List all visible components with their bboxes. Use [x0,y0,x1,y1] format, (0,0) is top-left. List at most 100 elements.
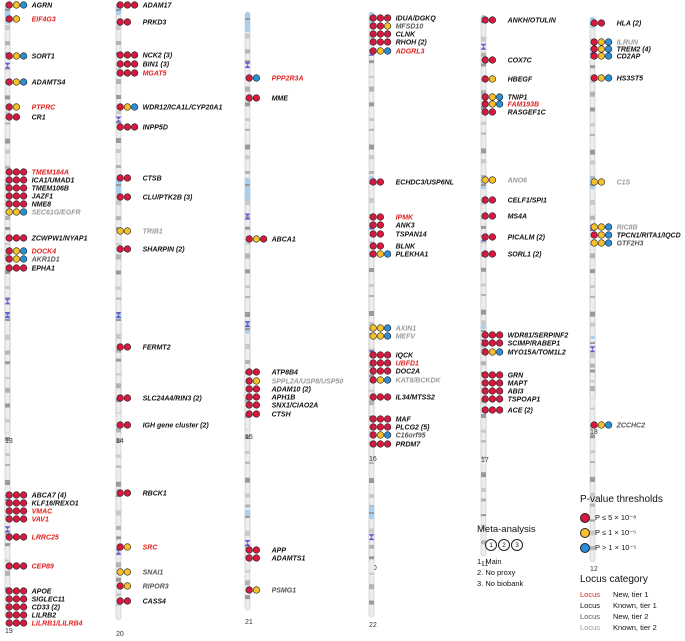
locus: INPP5D [116,123,168,132]
locus: BIN1 (3) [116,60,170,69]
chromosome-band [116,319,121,321]
category-word-2: Locus [580,601,601,610]
chromosome-band [245,269,250,274]
pvalue-dot [481,75,489,83]
locus: PTPRC [5,103,56,112]
pvalue-dot [123,18,131,26]
locus-label: PLCG2 (5) [396,425,431,432]
chromosome-band [590,91,595,97]
locus-label: BLNK [396,244,416,251]
chromosome-band [116,525,121,530]
locus: AKR1D1 [5,255,60,264]
chromosome-band [481,309,486,315]
chromosome-band [5,95,10,100]
pvalue-dot [369,423,377,431]
locus-label: C16orf95 [396,433,426,440]
locus: MAPT [481,379,529,388]
chromosome-band [590,342,595,344]
pvalue-dot [20,192,28,200]
pvalue-dot [488,348,497,356]
locus-label: ANK3 [395,223,415,230]
pvalue-dot [252,586,260,594]
pvalue-dot [245,546,253,554]
pvalue-dot [5,491,13,499]
locus: LILRB2 [5,611,56,620]
chromosome-band [116,510,121,516]
locus: LILRB1/LILRB4 [5,619,83,628]
locus-label: HBEGF [508,77,533,84]
pvalue-dot [20,176,28,184]
chromosome-band [116,216,121,221]
locus: APH1B [245,393,295,402]
meta-circle-2: 2 [498,539,510,551]
chromosome-band [116,438,121,443]
locus: EIF4G3 [5,15,56,24]
pvalue-dot [245,94,253,102]
chromosome-band [5,216,10,220]
pvalue-dot [245,377,253,385]
chromosome-band [5,122,10,125]
chromosome-band [369,241,374,243]
pvalue-dot [12,1,20,9]
chromosome-5: 5ANKH/OTULINCOX7CHBEGFTNIP1FAM193BRASGEF… [480,14,557,430]
chromosome-band [245,199,250,205]
chromosome-band [116,25,121,30]
chromosome-band [245,360,250,364]
locus: SHARPIN (2) [116,245,185,254]
pvalue-dot [496,406,504,414]
chromosome-band [481,498,486,502]
locus: IDUA/DGKQ [369,14,436,23]
pvalue-dot [376,415,385,423]
pvalue-dot [384,22,392,30]
locus-label: TREM2 (4) [617,47,652,54]
locus: CTSB [116,174,162,183]
pvalue-dot [123,394,131,402]
chromosome-label: 19 [5,628,13,635]
chromosome-band [369,494,374,498]
chromosome-band [590,386,595,392]
pvalue-dot [481,387,489,395]
chromosome-band [5,387,10,393]
locus-label: PPP2R3A [272,76,304,83]
locus-label: TNIP1 [508,95,528,102]
locus-label: CLU/PTK2B (3) [143,195,193,202]
pvalue-dot [12,247,20,255]
pvalue-dot [481,176,489,184]
chromosome-band [116,184,121,186]
pvalue-dot [252,94,260,102]
chromosome-band [590,434,595,439]
pvalue-dot [245,385,253,393]
chromosome-band [369,75,374,78]
locus: MAF [369,415,412,424]
chromosome-band [116,536,121,540]
centromere [4,298,11,305]
centromere [4,526,11,533]
locus-label: MAF [396,417,412,424]
locus-label: KAT8/BCKDK [396,378,442,385]
locus: SORL1 (2) [481,250,542,259]
locus-label: DOCK4 [32,249,57,256]
locus: LRRC25 [5,533,59,542]
chromosome-band [116,454,121,458]
pvalue-dot [481,56,489,64]
locus-label: ADGRL3 [395,49,425,56]
chromosome-band [590,160,595,165]
pvalue-dot [20,264,28,272]
chromosome-band [116,79,121,84]
locus: TPCN1/RITA1/IQCD [590,231,681,240]
locus-label: IL34/MTSS2 [396,395,435,402]
chromosome-band [590,176,595,180]
locus-label: MAPT [508,381,529,388]
pvalue-dot [252,385,260,393]
chromosome-band [116,9,121,11]
pvalue-dot [20,78,28,86]
chromosome-band [481,345,486,351]
chromosome-band [369,400,374,406]
pvalue-dot [20,499,28,507]
chromosome-band [245,102,250,107]
pvalue-dot [12,595,20,603]
locus-label: IGH gene cluster (2) [143,423,210,430]
chromosome-band [5,25,10,31]
chromosome-band [5,464,10,466]
